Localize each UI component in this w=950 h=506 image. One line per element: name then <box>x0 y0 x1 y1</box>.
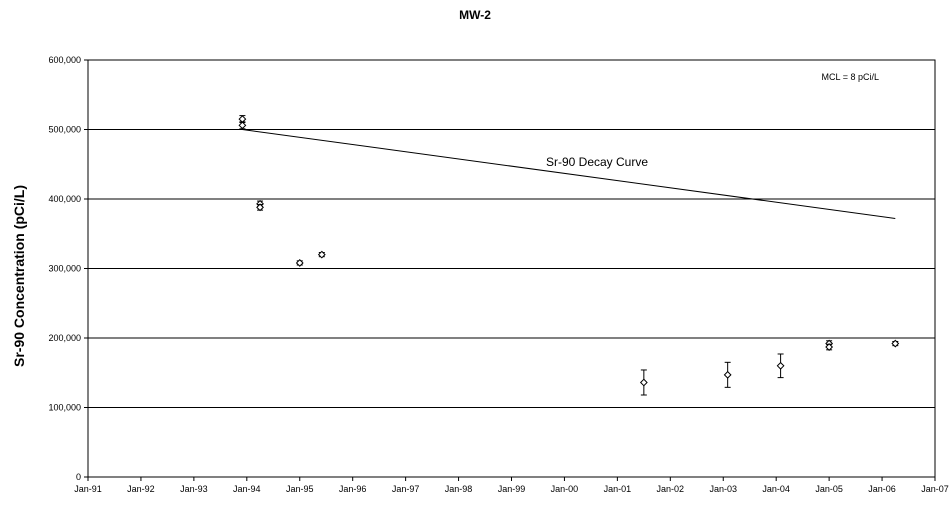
x-tick-label: Jan-03 <box>709 484 737 494</box>
x-tick-label: Jan-93 <box>180 484 208 494</box>
x-tick-label: Jan-99 <box>498 484 526 494</box>
x-tick-label: Jan-98 <box>445 484 473 494</box>
x-tick-label: Jan-06 <box>868 484 896 494</box>
data-point <box>295 259 304 267</box>
decay-curve-line <box>242 129 896 219</box>
data-point <box>317 250 326 259</box>
y-tick-label: 500,000 <box>48 125 81 135</box>
data-point <box>639 378 648 387</box>
x-tick-label: Jan-07 <box>921 484 949 494</box>
x-tick-label: Jan-96 <box>339 484 367 494</box>
y-axis-label: Sr-90 Concentration (pCi/L) <box>11 185 27 367</box>
data-point <box>723 370 732 379</box>
plot-area: 0 100,000 200,000 300,000 400,000 500,000 600,… <box>48 55 948 494</box>
decay-curve-label: Sr-90 Decay Curve <box>546 155 648 169</box>
data-point <box>776 361 785 370</box>
data-point <box>238 121 247 130</box>
x-tick-label: Jan-95 <box>286 484 314 494</box>
y-tick-label: 200,000 <box>48 333 81 343</box>
mcl-annotation: MCL = 8 pCi/L <box>822 72 879 82</box>
x-tick-label: Jan-97 <box>392 484 420 494</box>
x-tick-label: Jan-02 <box>657 484 685 494</box>
data-point <box>238 115 247 123</box>
chart-title: MW-2 <box>459 8 491 22</box>
y-tick-label: 100,000 <box>48 403 81 413</box>
x-tick-label: Jan-91 <box>74 484 102 494</box>
x-tick-label: Jan-04 <box>762 484 790 494</box>
x-tick-label: Jan-00 <box>551 484 579 494</box>
data-point <box>256 203 264 212</box>
y-tick-label: 0 <box>76 472 81 482</box>
x-tick-label: Jan-05 <box>815 484 843 494</box>
data-point <box>825 343 834 351</box>
x-tick-label: Jan-01 <box>604 484 632 494</box>
y-tick-label: 600,000 <box>48 55 81 65</box>
x-tick-label: Jan-94 <box>233 484 261 494</box>
x-tick-label: Jan-92 <box>127 484 155 494</box>
y-tick-label: 400,000 <box>48 194 81 204</box>
data-point <box>891 339 900 348</box>
y-tick-label: 300,000 <box>48 264 81 274</box>
